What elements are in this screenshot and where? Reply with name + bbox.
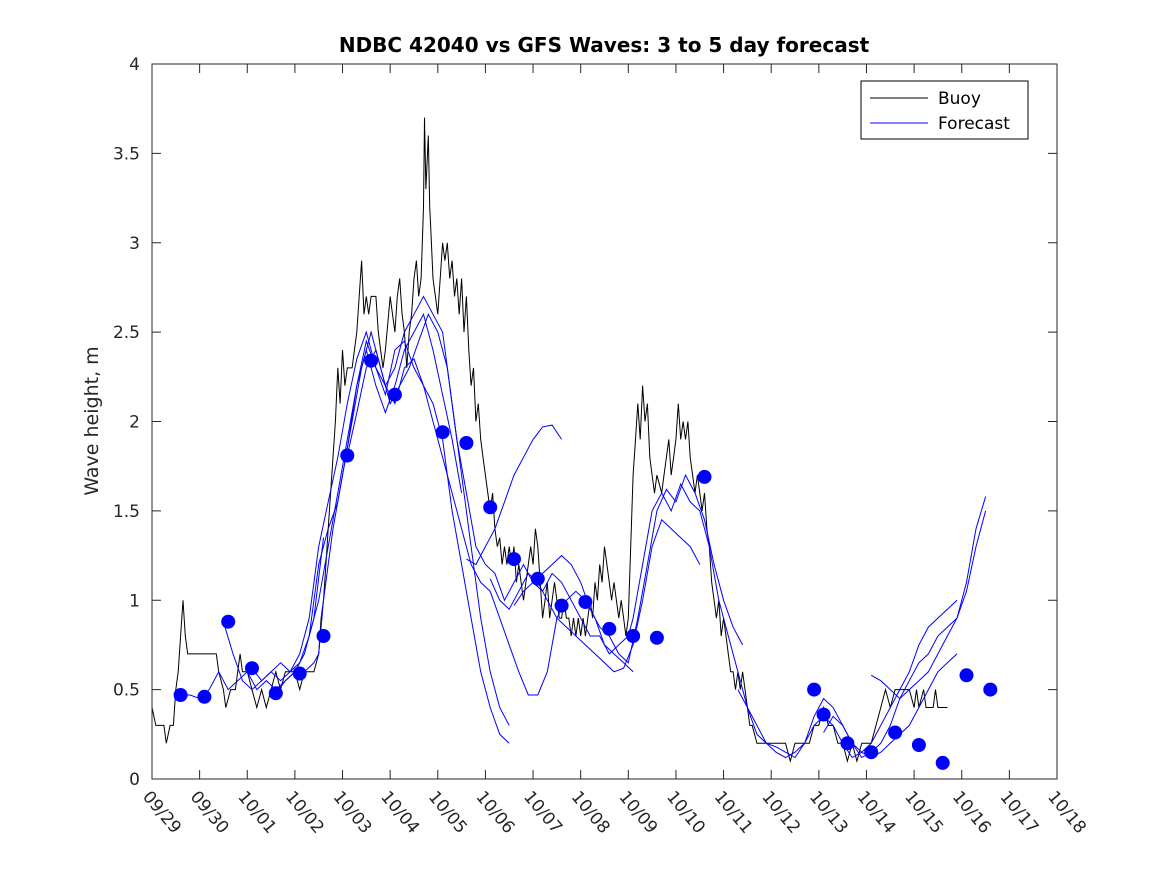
forecast-line [251, 295, 510, 726]
forecast-marker [173, 688, 188, 702]
plot-frame [151, 63, 1058, 780]
legend: Buoy Forecast [860, 80, 1029, 140]
chart-title: NDBC 42040 vs GFS Waves: 3 to 5 day fore… [339, 33, 870, 57]
forecast-marker [578, 595, 593, 609]
forecast-line [308, 312, 463, 637]
forecast-marker [221, 614, 236, 629]
forecast-marker [911, 738, 926, 752]
y-tick-label: 0 [129, 770, 140, 790]
y-tick-label: 2 [129, 413, 140, 433]
forecast-marker [530, 571, 545, 586]
forecast-marker [816, 707, 831, 722]
forecast-line [489, 518, 701, 673]
y-tick-label: 1 [129, 591, 140, 611]
y-axis-label: Wave height, m [81, 346, 103, 495]
legend-box [860, 80, 1029, 140]
forecast-marker [983, 682, 998, 697]
legend-buoy-label: Buoy [938, 89, 981, 109]
forecast-marker [292, 666, 307, 681]
y-tick-label: 4 [129, 55, 140, 75]
forecast-marker [268, 686, 283, 701]
forecast-marker [364, 353, 379, 368]
forecast-line [275, 537, 324, 694]
y-tick-label: 0.5 [113, 681, 140, 701]
forecast-marker [935, 755, 950, 770]
forecast-marker [459, 436, 474, 450]
forecast-marker [626, 629, 641, 643]
forecast-marker [807, 682, 822, 697]
plot-background [152, 64, 1057, 779]
forecast-marker [864, 745, 879, 760]
forecast-marker [602, 621, 617, 636]
forecast-marker [959, 668, 974, 683]
forecast-marker [554, 598, 569, 613]
forecast-line [513, 473, 744, 664]
forecast-marker [507, 552, 521, 567]
y-tick-label: 3.5 [113, 144, 140, 164]
forecast-marker [435, 425, 450, 440]
forecast-marker [649, 630, 664, 645]
forecast-marker [888, 725, 903, 740]
forecast-marker [340, 448, 355, 463]
forecast-line [870, 510, 987, 700]
y-tick-label: 1.5 [113, 502, 140, 522]
forecast-marker [197, 689, 212, 704]
y-tick-label: 2.5 [113, 323, 140, 343]
forecast-marker [483, 500, 498, 515]
forecast-marker [316, 629, 331, 643]
forecast-marker [245, 661, 259, 676]
forecast-line [823, 653, 958, 759]
forecast-line [737, 496, 987, 759]
legend-forecast-label: Forecast [938, 114, 1010, 134]
forecast-marker [840, 736, 855, 751]
forecast-line [466, 424, 563, 566]
y-tick-label: 3 [129, 234, 140, 254]
forecast-marker [387, 387, 402, 402]
forecast-marker [697, 469, 712, 484]
